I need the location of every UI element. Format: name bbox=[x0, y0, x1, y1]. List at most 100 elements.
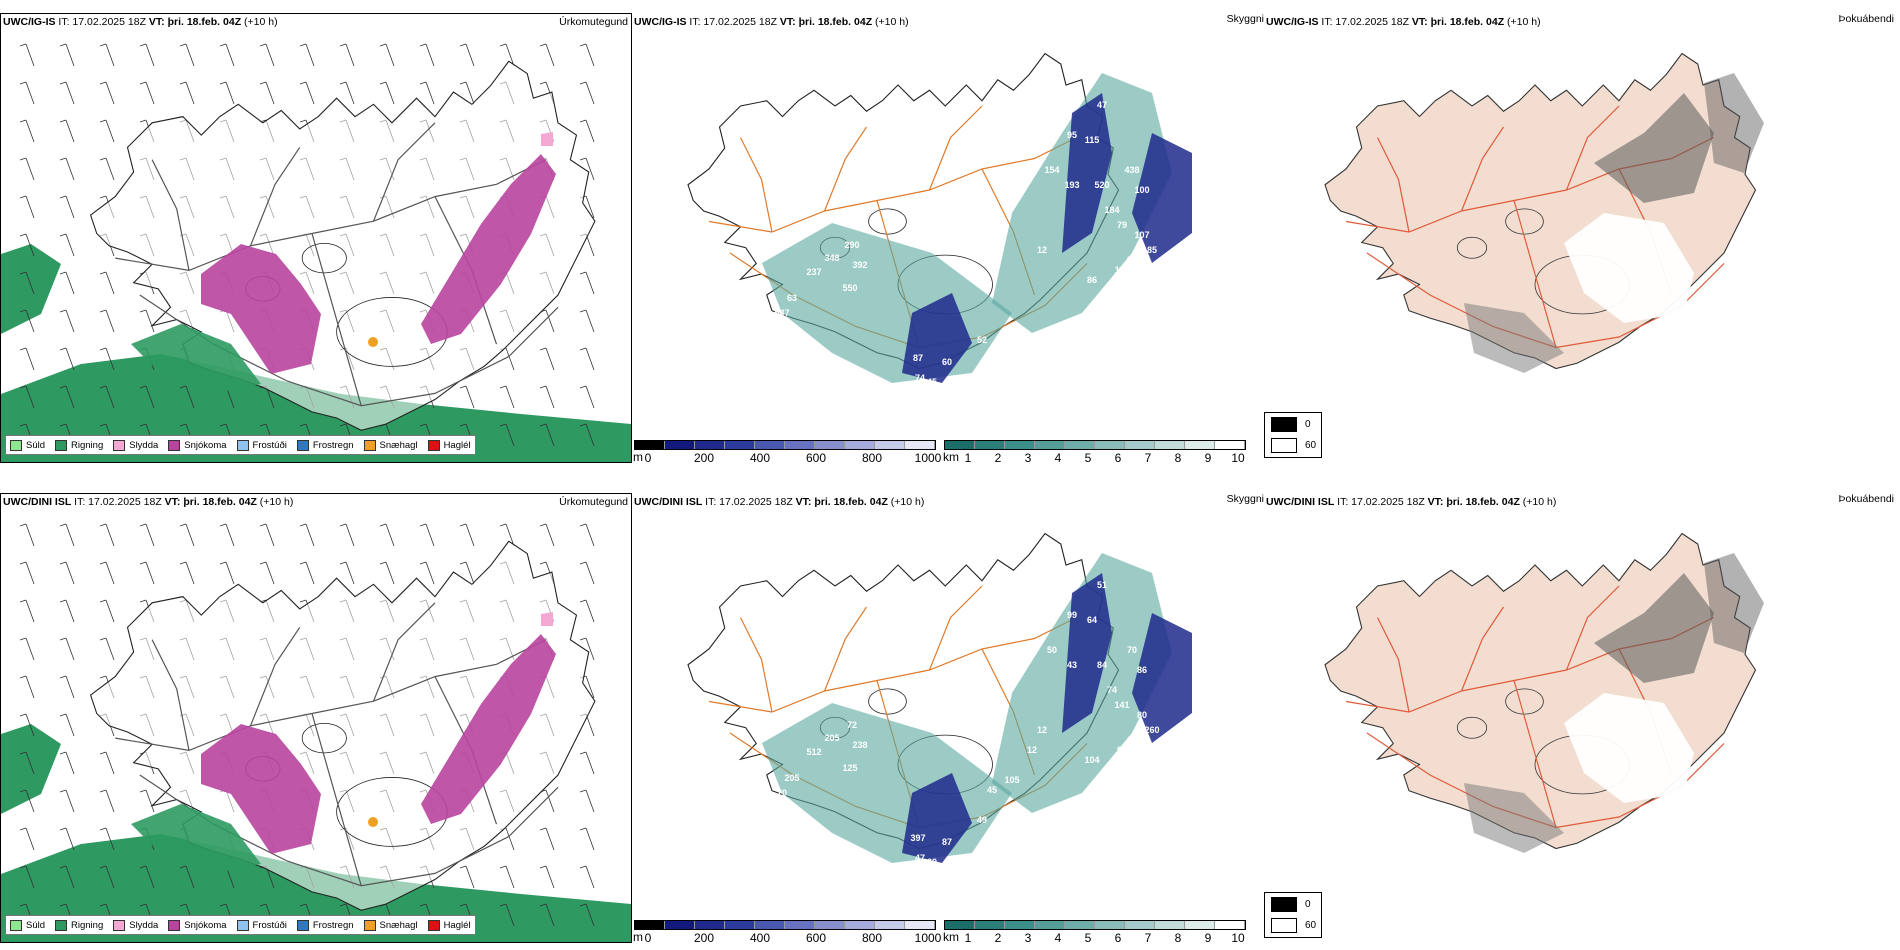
colorbar-tick: 1000 bbox=[914, 931, 942, 945]
cloud-base-label: 74 bbox=[915, 373, 925, 383]
fog-legend-label: 60 bbox=[1305, 920, 1317, 931]
fog-legend-swatch bbox=[1271, 918, 1297, 933]
it-label: IT: bbox=[1334, 496, 1352, 508]
fog-legend-swatch bbox=[1271, 417, 1297, 432]
colorbar-tick: 7 bbox=[1144, 451, 1152, 465]
it-label: IT: bbox=[55, 16, 73, 28]
cloud-base-label: 108 bbox=[764, 323, 779, 333]
colorbar-unit: km bbox=[943, 930, 959, 944]
cloud-base-colorbar: 0 200 400 600 800 1000 m bbox=[633, 440, 941, 465]
colorbar-tick: 4 bbox=[1054, 451, 1062, 465]
legend-label: Slydda bbox=[129, 439, 159, 451]
colorbar-tick: 400 bbox=[749, 931, 771, 945]
fog-legend: 0 60 bbox=[1264, 412, 1322, 458]
vt-label: VT: bbox=[1424, 496, 1447, 508]
legend-label: Rigning bbox=[71, 439, 104, 451]
legend-swatch bbox=[10, 919, 22, 931]
cloud-base-label: 74 bbox=[1107, 685, 1117, 695]
legend-swatch bbox=[427, 919, 440, 931]
vt-label: VT: bbox=[776, 16, 799, 28]
precip-legend: Súld Rigning Slydda Snjókoma Frostúði Frostre… bbox=[5, 435, 476, 455]
fog-legend-label: 0 bbox=[1305, 899, 1311, 910]
cloud-base-label: 205 bbox=[784, 773, 799, 783]
panel-title: Þokuábendi bbox=[1838, 493, 1894, 505]
legend-item: Snjókoma bbox=[168, 439, 227, 451]
it-label: IT: bbox=[702, 496, 720, 508]
model-name: UWC/DINI ISL bbox=[3, 496, 72, 508]
lead-time: (+10 h) bbox=[256, 496, 294, 508]
colorbar-tick: 3 bbox=[1024, 931, 1032, 945]
cloud-base-label: 95 bbox=[1067, 130, 1077, 140]
cloud-base-label: 115 bbox=[1085, 135, 1100, 145]
cloud-base-label: 99 bbox=[1117, 745, 1127, 755]
legend-swatch bbox=[296, 439, 309, 451]
cloud-base-label: 98 bbox=[1127, 255, 1137, 265]
cloud-base-label: 52 bbox=[977, 335, 987, 345]
legend-swatch bbox=[427, 439, 440, 451]
colorbar-unit: km bbox=[943, 450, 959, 464]
init-time: 17.02.2025 18Z bbox=[719, 496, 793, 508]
init-time: 17.02.2025 18Z bbox=[703, 16, 777, 28]
cloud-base-label: 86 bbox=[1087, 275, 1097, 285]
valid-time: þri. 18.feb. 04Z bbox=[798, 16, 873, 28]
cloud-base-label: 397 bbox=[910, 833, 925, 843]
model-name: UWC/DINI ISL bbox=[634, 496, 703, 508]
it-label: IT: bbox=[1318, 16, 1336, 28]
vt-label: VT: bbox=[792, 496, 815, 508]
cloud-base-label: 87 bbox=[942, 837, 952, 847]
legend-swatch bbox=[168, 919, 181, 931]
colorbar-tick: 600 bbox=[805, 931, 827, 945]
cloud-base-label: 141 bbox=[1114, 700, 1129, 710]
legend-swatch bbox=[113, 439, 126, 451]
colorbar-tick: 5 bbox=[1084, 451, 1092, 465]
cloud-base-label: 154 bbox=[1044, 165, 1059, 175]
legend-label: Frostúði bbox=[252, 919, 287, 931]
vt-label: VT: bbox=[161, 496, 184, 508]
colorbar-tick: 1 bbox=[964, 931, 972, 945]
precip-legend: Súld Rigning Slydda Snjókoma Frostúði Frostre… bbox=[5, 915, 476, 935]
cloud-base-label: 70 bbox=[777, 788, 787, 798]
fog-legend: 0 60 bbox=[1264, 892, 1322, 938]
colorbar-tick: 8 bbox=[1174, 451, 1182, 465]
cloud-base-label: 47 bbox=[1097, 100, 1107, 110]
lead-time: (+10 h) bbox=[872, 16, 909, 28]
cloud-base-label: 92 bbox=[1097, 803, 1107, 813]
legend-swatch bbox=[168, 439, 181, 451]
it-label: IT: bbox=[71, 496, 89, 508]
model-name: UWC/IG-IS bbox=[3, 16, 56, 28]
legend-label: Frostregn bbox=[312, 919, 354, 931]
colorbar-tick: 7 bbox=[1144, 931, 1152, 945]
cloud-base-label: 94 bbox=[1097, 775, 1107, 785]
precip-type-panel: UWC/DINI ISL IT: 17.02.2025 18Z VT: þri.… bbox=[0, 493, 632, 943]
legend-item: Haglél bbox=[427, 439, 471, 451]
fog-index-panel: Þokuábendi UWC/DINI ISL IT: 17.02.2025 18… bbox=[1264, 493, 1900, 913]
colorbar-tick: 200 bbox=[693, 451, 715, 465]
cloud-base-label: 104 bbox=[1084, 755, 1099, 765]
cloud-base-label: 86 bbox=[1137, 665, 1147, 675]
legend-label: Frostúði bbox=[252, 439, 287, 451]
cloud-base-label: 50 bbox=[1047, 645, 1057, 655]
init-time: 17.02.2025 18Z bbox=[88, 496, 162, 508]
legend-label: Súld bbox=[26, 919, 46, 931]
colorbar-tick: 6 bbox=[1114, 931, 1122, 945]
colorbar-tick: 400 bbox=[749, 451, 771, 465]
fog-legend-swatch bbox=[1271, 897, 1297, 912]
cloud-base-label: 100 bbox=[1134, 185, 1149, 195]
legend-label: Rigning bbox=[71, 919, 104, 931]
lead-time: (+10 h) bbox=[1504, 16, 1541, 28]
cloud-base-label: 63 bbox=[787, 293, 797, 303]
colorbar-tick: 10 bbox=[1231, 931, 1245, 945]
cloud-base-label: 237 bbox=[806, 267, 821, 277]
legend-item: Frostúði bbox=[236, 439, 287, 451]
cloud-base-label: 64 bbox=[1087, 615, 1097, 625]
legend-swatch bbox=[236, 919, 249, 931]
cloud-base-label: 43 bbox=[1067, 660, 1077, 670]
cloud-base-label: 13 bbox=[1127, 735, 1137, 745]
panel-title: Úrkomutegund bbox=[559, 496, 628, 508]
lead-time: (+10 h) bbox=[241, 16, 278, 28]
cloud-base-label: 260 bbox=[1144, 725, 1159, 735]
panel-title: Skyggni bbox=[1226, 493, 1264, 505]
init-time: 17.02.2025 18Z bbox=[72, 16, 146, 28]
